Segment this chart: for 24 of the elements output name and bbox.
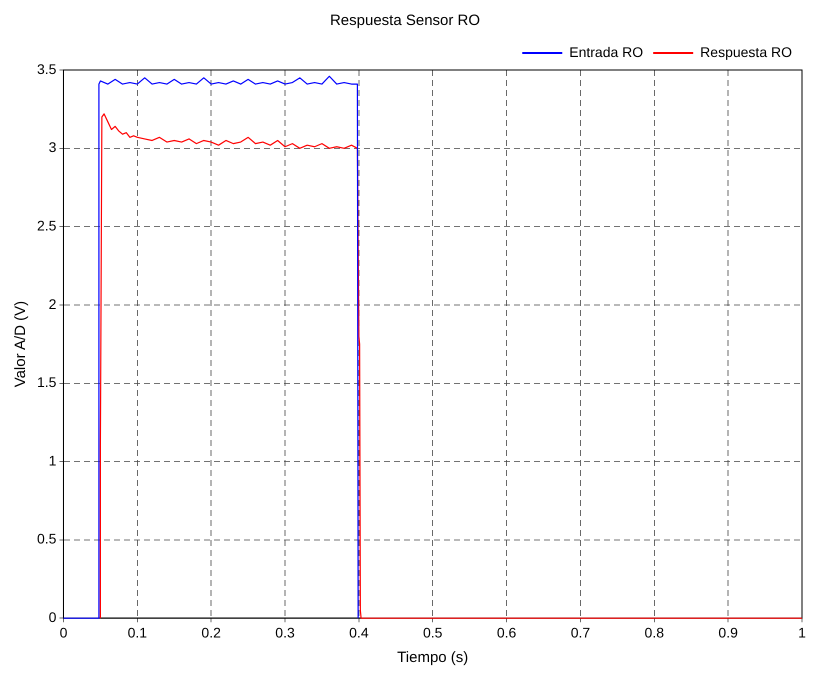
y-axis-title: Valor A/D (V) xyxy=(12,300,30,388)
x-axis-title: Tiempo (s) xyxy=(397,649,468,666)
y-tick-label: 0.5 xyxy=(36,530,57,547)
chart-title: Respuesta Sensor RO xyxy=(330,12,480,30)
legend-label: Respuesta RO xyxy=(700,44,792,60)
x-tick-label: 0.5 xyxy=(422,624,443,640)
x-tick-label: 0.7 xyxy=(570,624,590,640)
y-tick-label: 2 xyxy=(48,296,57,312)
x-tick-label: 0.2 xyxy=(201,624,222,640)
x-tick-label: 0.4 xyxy=(349,624,369,640)
x-tick-label: 0.8 xyxy=(644,624,664,640)
y-tick-label: 1.5 xyxy=(36,374,57,390)
y-tick-label: 2.5 xyxy=(36,217,57,234)
x-tick-label: 0.6 xyxy=(496,624,517,640)
x-tick-label: 0 xyxy=(60,624,68,640)
y-tick-label: 1 xyxy=(48,452,57,468)
legend-label: Entrada RO xyxy=(569,44,644,60)
y-tick-label: 3.5 xyxy=(36,60,57,77)
x-tick-label: 0.1 xyxy=(128,624,148,640)
x-tick-label: 0.9 xyxy=(718,624,738,640)
y-tick-label: 0 xyxy=(48,609,57,626)
x-tick-label: 0.3 xyxy=(275,624,295,640)
y-tick-label: 3 xyxy=(48,139,57,156)
x-tick-label: 1 xyxy=(798,624,806,640)
